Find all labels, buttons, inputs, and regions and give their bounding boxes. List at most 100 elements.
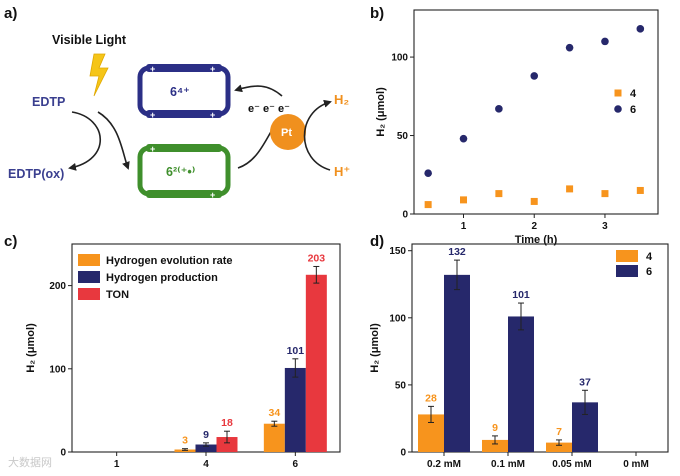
chart-d-datalabel-1-0: 132	[448, 246, 466, 258]
chart-b-legend-label-4: 4	[630, 88, 637, 100]
chart-b-ytick-label-0: 0	[402, 210, 408, 221]
chart-b-point-6-6	[636, 25, 645, 33]
chart-d-legend-label-0: 4	[646, 251, 653, 263]
chart-d-xtick-label-2: 0.05 mM	[552, 459, 591, 470]
chart-c-legend-swatch-2	[78, 288, 100, 300]
chart-d-ytick-label-3: 150	[389, 246, 406, 257]
visible-light-label: Visible Light	[52, 33, 127, 47]
h-plus-label: H⁺	[334, 164, 350, 179]
chart-b-point-4-6	[636, 186, 644, 194]
chart-b-legend-marker-6	[614, 105, 622, 113]
chart-c-xtick-label-0: 1	[114, 459, 120, 470]
hydrogen-evolution-arrow	[303, 99, 332, 171]
chart-c-xtick-label-1: 4	[203, 459, 209, 470]
chart-b-legend-label-6: 6	[630, 104, 636, 116]
chart-c-legend-label-2: TON	[106, 289, 129, 301]
cage-top-label: 6⁴⁺	[170, 85, 190, 99]
svg-text:+: +	[210, 190, 215, 200]
lightning-icon	[89, 53, 109, 97]
chart-b-point-6-5	[601, 37, 609, 46]
svg-text:+: +	[210, 110, 215, 120]
chart-b-point-4-5	[601, 190, 609, 198]
chart-d-ylabel: H₂ (μmol)	[369, 323, 381, 373]
chart-c-legend-swatch-1	[78, 271, 100, 283]
chart-c-datalabel-0-1: 3	[182, 435, 188, 447]
chart-b-point-6-3	[530, 72, 539, 80]
chart-c-legend-label-0: Hydrogen evolution rate	[106, 255, 233, 267]
chart-c-ylabel: H₂ (μmol)	[25, 323, 37, 373]
svg-text:+: +	[150, 64, 155, 74]
chart-d-bar-4-1	[482, 439, 508, 452]
chart-c-ytick-label-1: 100	[49, 364, 66, 375]
chart-b-legend-marker-4	[614, 89, 622, 97]
chart-d-xtick-label-1: 0.1 mM	[491, 459, 525, 470]
chart-b-ytick-label-1: 50	[397, 131, 409, 142]
chart-b-point-6-4	[565, 43, 574, 52]
chart-c-xtick-label-2: 6	[293, 459, 299, 470]
chart-c-bar-hydrogen-production-2	[284, 367, 306, 452]
chart-c-datalabel-2-2: 203	[308, 252, 326, 264]
chart-panel-c: 0 100 200 H₂ (μmol) 1 4 3 9 18 6 34 101 203 Hydrogen …	[25, 243, 341, 470]
chart-d-bar-6-1	[508, 316, 534, 452]
svg-text:+: +	[150, 144, 155, 154]
chart-d-ytick-label-1: 50	[395, 380, 407, 391]
chart-b-xtick-label-2: 3	[602, 221, 608, 232]
chart-c-datalabel-1-1: 9	[203, 429, 209, 441]
chart-b-frame	[413, 9, 659, 215]
electrons-label: e⁻ e⁻ e⁻	[248, 103, 290, 115]
chart-d-datalabel-0-0: 28	[425, 392, 437, 404]
chart-d-ytick-label-0: 0	[400, 448, 406, 459]
chart-c-bar-ton-1	[216, 437, 238, 452]
chart-d-bar-4-2	[546, 442, 572, 452]
chart-c-bar-ton-2	[305, 274, 327, 452]
cage-6-2radical: + + 6²⁽⁺•⁾	[137, 144, 231, 200]
chart-b-point-4-4	[566, 185, 574, 193]
chart-b-xtick-label-1: 2	[531, 221, 537, 232]
chart-d-legend-swatch-1	[616, 265, 638, 277]
cage-bottom-label: 6²⁽⁺•⁾	[166, 165, 195, 179]
edtp-oxidation-arrow	[68, 111, 102, 171]
svg-text:+: +	[150, 110, 155, 120]
chart-b-point-4-3	[530, 197, 538, 205]
chart-d-datalabel-1-2: 37	[579, 376, 591, 388]
chart-b-point-6-0	[424, 169, 432, 177]
chart-d-xtick-label-0: 0.2 mM	[427, 459, 461, 470]
chart-c-datalabel-2-1: 18	[221, 417, 233, 429]
chart-d-bar-6-0	[444, 274, 470, 452]
chart-c-legend-label-1: Hydrogen production	[106, 272, 218, 284]
chart-b-point-4-2	[495, 190, 503, 198]
edtp-label: EDTP	[32, 95, 65, 109]
chart-d-datalabel-1-1: 101	[512, 289, 530, 301]
chart-c-ytick-label-0: 0	[60, 448, 66, 459]
watermark: 大数据网	[8, 455, 52, 469]
cage-reduction-arrow	[97, 111, 130, 170]
chart-c-datalabel-1-2: 101	[287, 345, 305, 357]
edtp-ox-label: EDTP(ox)	[8, 167, 64, 181]
chart-d-legend-swatch-0	[616, 250, 638, 262]
svg-text:+: +	[210, 64, 215, 74]
chart-d-xtick-label-3: 0 mM	[623, 459, 649, 470]
electron-transfer-arrow-upper	[234, 84, 283, 97]
panel-label-d: d)	[370, 233, 384, 250]
chart-c-legend-swatch-0	[78, 254, 100, 266]
pt-label: Pt	[281, 127, 292, 139]
panel-label-b: b)	[370, 5, 384, 22]
chart-d-datalabel-0-1: 9	[492, 422, 498, 434]
chart-d-datalabel-0-2: 7	[556, 426, 562, 438]
chart-d-frame	[411, 243, 669, 453]
chart-b-xlabel: Time (h)	[515, 234, 558, 246]
chart-b-ytick-label-2: 100	[391, 53, 408, 64]
chart-d-legend-label-1: 6	[646, 266, 652, 278]
pt-catalyst	[270, 114, 306, 150]
panel-label-c: c)	[4, 233, 17, 250]
chart-c-bar-hydrogen-production-1	[195, 444, 217, 452]
scheme-panel: Visible Light EDTP EDTP(ox) + + + + 6⁴⁺ …	[8, 33, 350, 200]
cage-6-4plus: + + + + 6⁴⁺	[137, 64, 231, 120]
chart-d-ytick-label-2: 100	[389, 313, 406, 324]
chart-b-point-4-0	[424, 201, 432, 209]
chart-b-ylabel: H₂ (μmol)	[375, 87, 387, 137]
h2-label: H₂	[334, 92, 349, 107]
chart-b-point-4-1	[460, 196, 468, 204]
chart-c-datalabel-0-2: 34	[268, 407, 280, 419]
